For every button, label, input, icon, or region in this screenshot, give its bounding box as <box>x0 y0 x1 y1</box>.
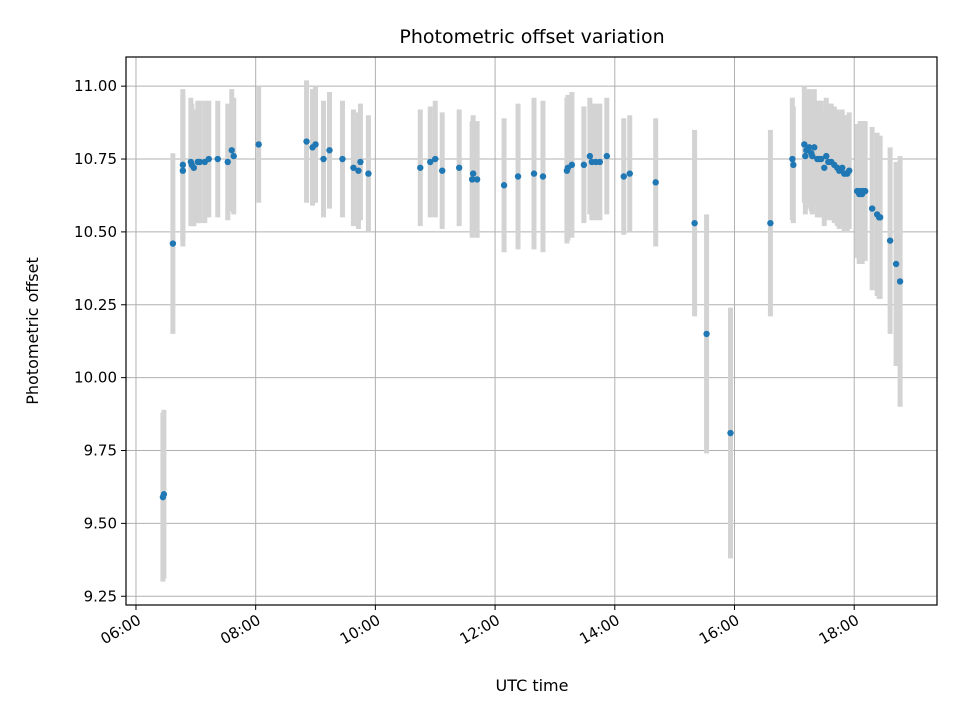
y-tick-label: 9.75 <box>84 442 117 460</box>
data-point <box>160 491 168 498</box>
data-point <box>320 155 327 163</box>
data-point <box>790 161 797 169</box>
data-point <box>596 158 604 166</box>
data-point <box>823 152 830 160</box>
data-point <box>868 205 876 212</box>
data-point <box>802 152 809 160</box>
y-tick-label: 9.50 <box>84 514 117 532</box>
data-point <box>228 147 235 154</box>
data-point <box>703 330 710 338</box>
data-point <box>468 176 476 183</box>
data-point <box>357 158 364 166</box>
data-point <box>312 141 319 148</box>
data-point <box>432 155 439 163</box>
data-point <box>303 138 310 145</box>
y-axis: 9.25 9.50 9.75 10.00 10.25 10.50 10.75 11.00 <box>74 77 126 605</box>
data-point <box>179 167 187 174</box>
data-point <box>500 182 508 189</box>
data-point <box>892 260 900 268</box>
data-point <box>365 170 372 177</box>
data-point <box>811 144 818 151</box>
data-point <box>806 144 813 151</box>
data-point <box>846 167 853 174</box>
data-point <box>727 429 734 437</box>
data-point <box>473 176 481 183</box>
data-point <box>652 179 659 186</box>
data-point <box>586 152 594 160</box>
data-point <box>568 161 576 169</box>
data-point <box>539 173 547 180</box>
y-tick-label: 10.00 <box>74 369 117 387</box>
data-point <box>205 155 212 163</box>
data-point <box>896 278 904 285</box>
data-point <box>350 164 357 171</box>
data-points <box>159 138 904 501</box>
data-point <box>767 219 774 227</box>
data-point <box>326 147 333 154</box>
data-point <box>427 158 434 166</box>
data-point <box>626 170 633 177</box>
data-point <box>224 158 231 166</box>
data-point <box>839 164 846 171</box>
y-axis-label: Photometric offset <box>23 257 42 405</box>
data-point <box>469 170 477 177</box>
data-point <box>821 164 828 171</box>
data-point <box>214 155 221 163</box>
chart-title: Photometric offset variation <box>399 26 664 48</box>
data-point <box>809 152 816 160</box>
data-point <box>455 164 463 171</box>
y-tick-label: 9.25 <box>84 587 117 605</box>
data-point <box>818 155 825 163</box>
data-point <box>230 152 237 160</box>
data-point <box>580 161 588 169</box>
data-point <box>417 164 424 171</box>
y-tick-label: 10.50 <box>74 223 117 241</box>
data-point <box>530 170 538 177</box>
x-axis-label: UTC time <box>496 676 569 695</box>
data-point <box>439 167 446 174</box>
data-point <box>861 187 869 195</box>
data-point <box>169 240 177 247</box>
y-tick-label: 10.25 <box>74 296 117 314</box>
data-point <box>196 158 204 166</box>
data-point <box>886 237 894 244</box>
data-point <box>190 164 198 171</box>
data-point <box>514 173 522 180</box>
data-point <box>179 161 187 169</box>
data-point <box>603 152 611 160</box>
data-point <box>876 214 884 221</box>
data-point <box>339 155 346 163</box>
data-point <box>691 219 698 227</box>
data-point <box>620 173 627 180</box>
data-point <box>255 141 262 148</box>
data-point <box>801 141 808 148</box>
y-tick-label: 11.00 <box>74 77 117 95</box>
plot-frame <box>125 56 938 606</box>
data-point <box>355 167 362 174</box>
data-point <box>789 155 796 163</box>
y-tick-label: 10.75 <box>74 150 117 168</box>
